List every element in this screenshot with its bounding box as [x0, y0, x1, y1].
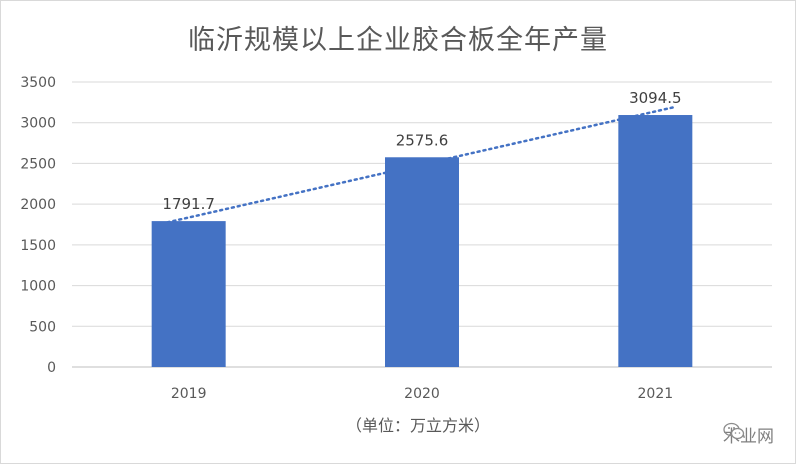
y-tick-label: 2500 [20, 156, 56, 172]
watermark: 木业网 [723, 422, 774, 447]
bar-2020 [385, 157, 459, 367]
data-label: 3094.5 [629, 89, 682, 107]
wechat-icon [723, 422, 745, 440]
chart-title: 临沂规模以上企业胶合板全年产量 [188, 25, 608, 56]
data-label: 2575.6 [396, 131, 449, 149]
y-tick-label: 3500 [20, 75, 56, 91]
y-tick-label: 500 [29, 319, 56, 335]
y-tick-label: 3000 [20, 116, 56, 132]
bar-2021 [618, 115, 693, 367]
trendline [160, 105, 676, 225]
unit-note: （单位：万立方米） [345, 416, 490, 435]
y-tick-label: 2000 [20, 197, 56, 213]
bar-2019 [151, 221, 226, 367]
y-tick-label: 1500 [20, 238, 56, 254]
y-tick-label: 0 [47, 360, 56, 376]
y-tick-label: 1000 [20, 279, 56, 295]
x-tick-label: 2021 [638, 386, 674, 402]
x-tick-label: 2019 [171, 386, 207, 402]
x-tick-label: 2020 [404, 386, 440, 402]
data-label: 1791.7 [162, 195, 215, 213]
